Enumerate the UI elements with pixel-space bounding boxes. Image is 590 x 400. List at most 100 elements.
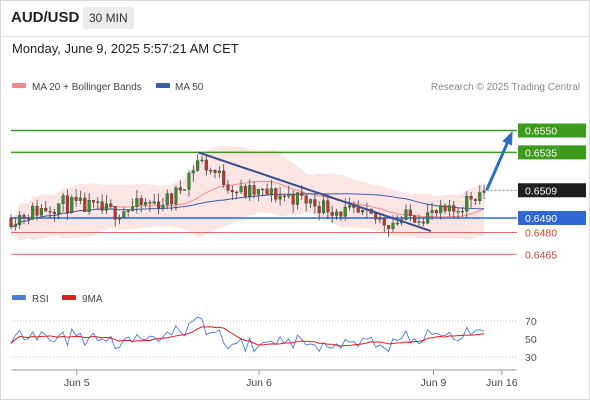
candle-body — [61, 195, 65, 204]
candle-body — [96, 201, 100, 203]
candle-body — [265, 188, 269, 195]
candle-body — [48, 211, 52, 213]
timeframe-button[interactable]: 30 MIN — [83, 7, 134, 29]
candle-body — [378, 218, 382, 220]
watermark: Research © 2025 Trading Central — [431, 82, 580, 93]
candle-body — [18, 215, 22, 225]
candle-body — [74, 197, 78, 201]
rsi-tick-70: 70 — [525, 316, 537, 328]
symbol-label: AUD/USD — [11, 9, 80, 26]
candle-body — [135, 198, 139, 208]
candle-body — [144, 202, 148, 205]
candle-body — [300, 192, 304, 196]
candle-body — [413, 215, 417, 223]
candle-body — [122, 211, 126, 218]
candle-body — [395, 222, 399, 225]
candle-body — [196, 160, 200, 171]
candle-body — [334, 211, 339, 216]
candle-body — [304, 195, 308, 204]
candle-body — [200, 159, 204, 162]
candle-body — [473, 199, 477, 201]
candle-body — [70, 197, 74, 213]
candle-body — [326, 200, 330, 213]
legend-ma20: MA 20 + Bollinger Bands — [32, 82, 142, 93]
candle-body — [13, 224, 17, 227]
candle-body — [404, 209, 408, 220]
candle-body — [230, 190, 234, 193]
candle-body — [291, 194, 295, 205]
candle-body — [9, 217, 13, 227]
candle-body — [126, 210, 130, 212]
candle-body — [430, 210, 434, 213]
level-tag-0.6509 — [518, 183, 586, 198]
candle-body — [417, 221, 421, 223]
candle-body — [170, 193, 174, 205]
candle-body — [434, 210, 438, 214]
candle-body — [452, 205, 456, 212]
candle-body — [213, 170, 217, 173]
level-label-0.6465: 0.6465 — [525, 249, 557, 261]
candle-body — [100, 201, 104, 211]
candle-body — [460, 210, 464, 213]
level-label-0.6535: 0.6535 — [525, 147, 557, 159]
candle-body — [117, 217, 122, 220]
candle-body — [482, 190, 486, 193]
candle-body — [313, 199, 317, 207]
candle-body — [130, 206, 135, 211]
level-tag-0.6490 — [518, 210, 586, 225]
candles — [9, 154, 486, 237]
candle-body — [109, 203, 113, 207]
candle-body — [256, 189, 260, 195]
candle-body — [78, 197, 82, 201]
candle-body — [26, 217, 30, 220]
projection-arrow-head — [502, 130, 513, 146]
candle-body — [287, 194, 291, 197]
legend-ma50: MA 50 — [175, 82, 204, 93]
level-tag-0.6550 — [518, 123, 586, 138]
timestamp: Monday, June 9, 2025 5:57:21 AM CET — [12, 41, 239, 56]
candle-body — [157, 201, 161, 209]
bollinger-fill — [11, 145, 485, 241]
candle-body — [161, 204, 165, 209]
candle-body — [356, 207, 360, 213]
candle-body — [57, 203, 61, 215]
legend-swatch-ma50 — [156, 83, 170, 88]
candle-body — [330, 212, 334, 216]
candle-body — [222, 170, 226, 185]
candle-body — [282, 195, 286, 197]
candle-body — [44, 208, 48, 212]
candle-body — [456, 211, 460, 213]
candle-body — [39, 208, 43, 216]
x-tick-label-2: Jun 9 — [421, 377, 447, 389]
level-label-0.6480: 0.6480 — [525, 228, 557, 240]
candle-body — [65, 195, 69, 213]
candle-body — [226, 184, 230, 191]
price-levels — [11, 129, 517, 255]
candle-body — [235, 191, 239, 194]
candle-body — [308, 199, 313, 204]
x-tick-label-3: Jun 16 — [486, 377, 518, 389]
candle-body — [374, 213, 378, 220]
candle-body — [52, 211, 56, 215]
candle-body — [239, 185, 243, 193]
candle-body — [426, 212, 430, 224]
legend-swatch-9ma — [62, 295, 76, 300]
legend-rsi: RSI — [32, 294, 49, 305]
candle-body — [248, 185, 252, 197]
candle-body — [243, 185, 247, 197]
candle-body — [217, 170, 221, 173]
projection-arrow-shaft — [485, 133, 513, 191]
candle-body — [165, 193, 169, 206]
candle-body — [87, 200, 91, 212]
candle-body — [339, 211, 343, 217]
rsi-tick-30: 30 — [525, 352, 537, 364]
drawings — [197, 130, 513, 233]
candle-body — [269, 188, 273, 195]
candle-body — [139, 198, 143, 205]
legend-9ma: 9MA — [82, 294, 103, 305]
level-labels: 0.6550 0.6535 0.6509 0.6490 0.6480 0.6465 — [518, 123, 586, 261]
candle-body — [204, 159, 208, 171]
candle-body — [348, 205, 352, 208]
rsi-panel: 70 50 30 — [10, 316, 537, 364]
